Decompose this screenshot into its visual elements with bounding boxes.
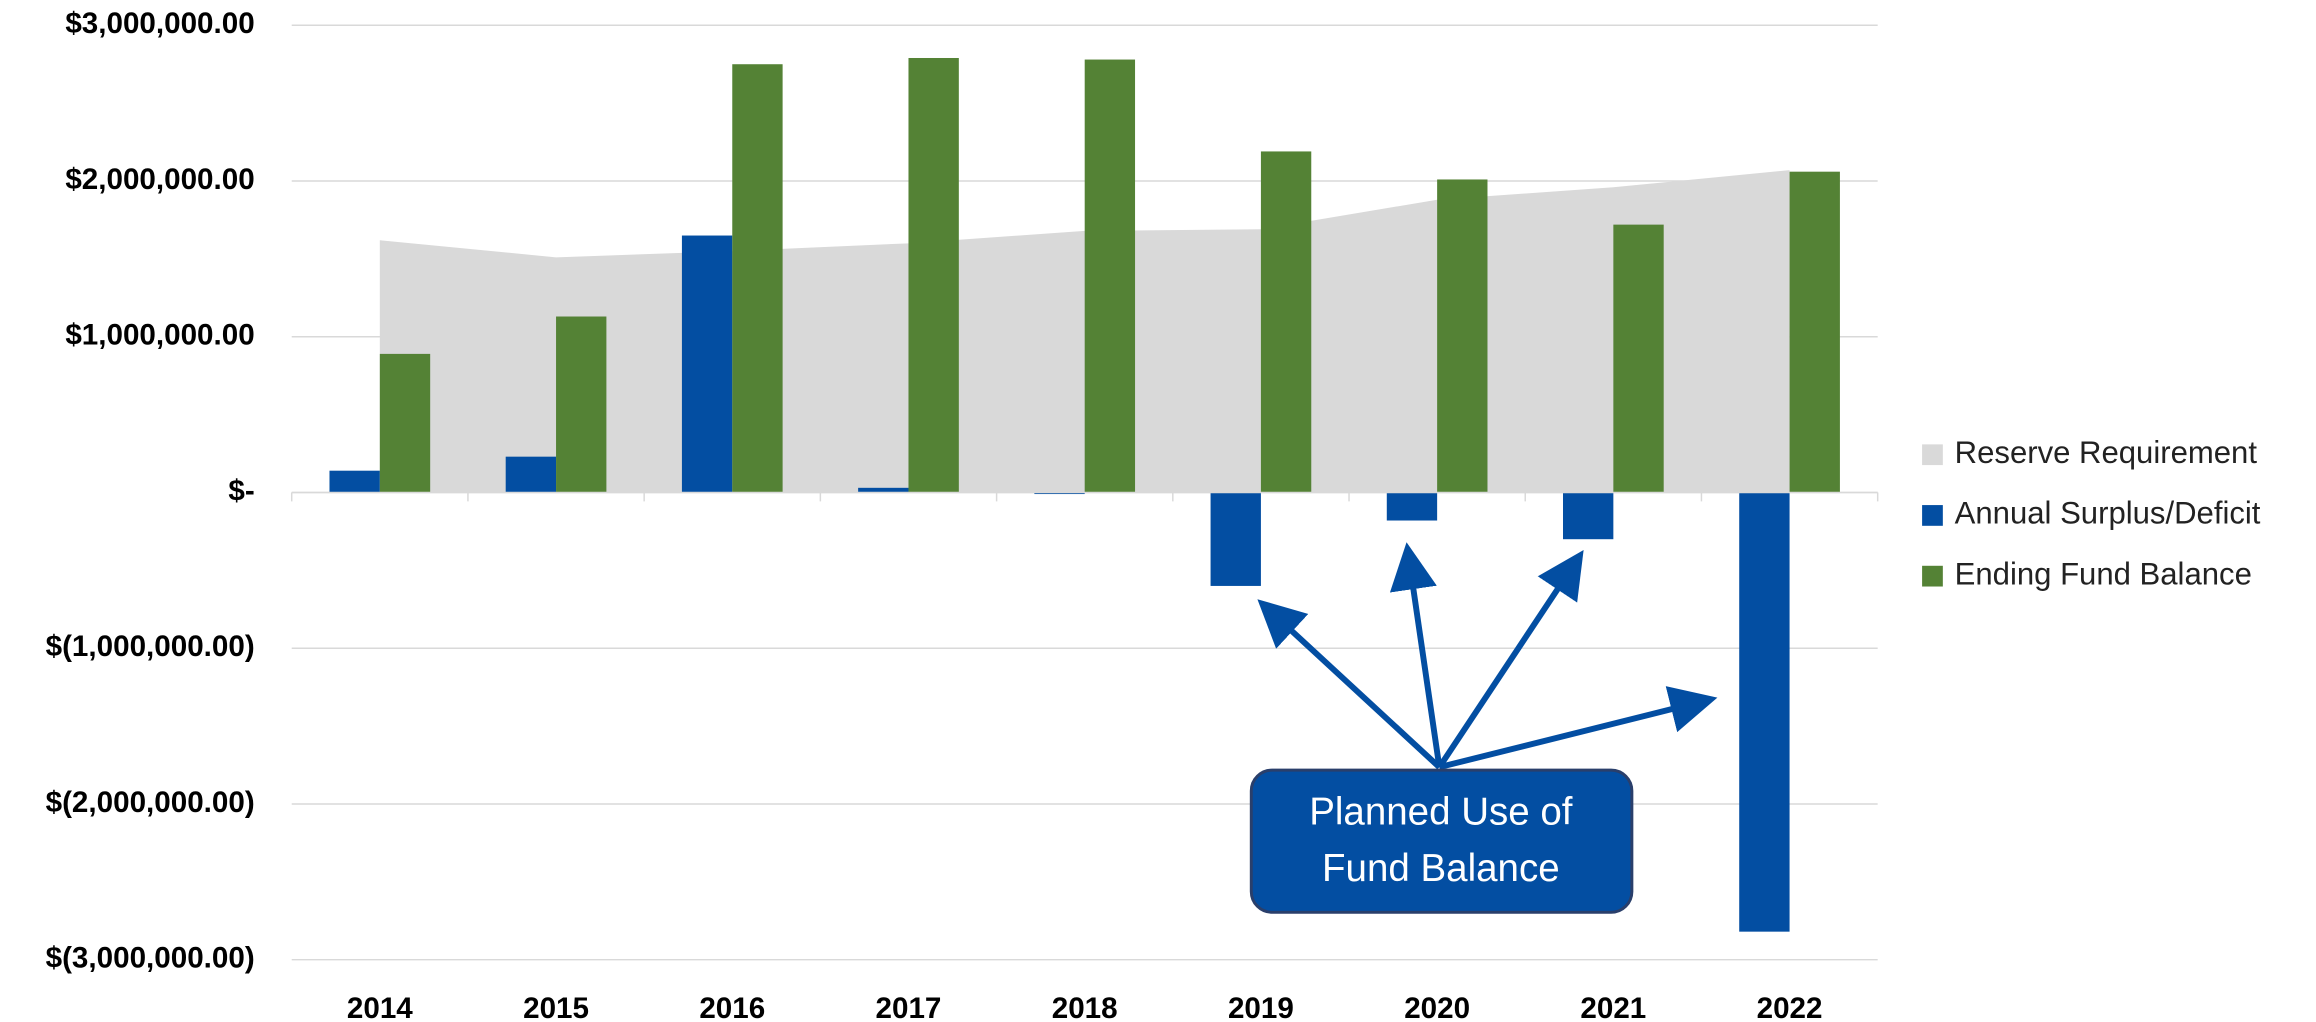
- x-tick-label: 2019: [1228, 992, 1294, 1022]
- bar: [556, 316, 607, 493]
- x-tick-label: 2021: [1580, 992, 1646, 1022]
- x-tick-label: 2017: [876, 992, 942, 1022]
- x-tick-label: 2016: [699, 992, 765, 1022]
- x-tick-label: 2022: [1757, 992, 1823, 1022]
- bar: [379, 353, 431, 493]
- annotation-box: [1249, 768, 1634, 914]
- annotation-text: Fund Balance: [1322, 847, 1560, 890]
- bar: [1210, 492, 1261, 586]
- legend-swatch: [1922, 444, 1943, 466]
- y-tick-label: $1,000,000.00: [65, 319, 254, 352]
- arrow: [1436, 549, 1584, 769]
- legend-label: Reserve Requirement: [1955, 435, 2258, 470]
- bar: [732, 64, 783, 493]
- y-tick-label: $-: [228, 474, 254, 507]
- x-tick-label: 2020: [1404, 992, 1470, 1022]
- legend-swatch: [1922, 505, 1943, 526]
- bar: [681, 235, 733, 493]
- bar: [1789, 171, 1840, 493]
- bar: [908, 57, 959, 493]
- bar: [1437, 179, 1488, 493]
- y-tick-label: $3,000,000.00: [65, 7, 254, 40]
- bar: [1034, 492, 1085, 495]
- arrow: [1257, 599, 1442, 770]
- bar: [1563, 492, 1614, 540]
- arrow: [1438, 686, 1718, 771]
- x-tick-label: 2015: [523, 992, 589, 1022]
- y-tick-label: $2,000,000.00: [65, 163, 254, 196]
- bar: [1739, 492, 1790, 932]
- annotation-text: Planned Use of: [1309, 791, 1573, 834]
- bar: [505, 456, 557, 493]
- bar: [1386, 492, 1438, 521]
- bar: [1084, 59, 1136, 493]
- x-tick-label: 2018: [1052, 992, 1118, 1022]
- y-tick-label: $(3,000,000.00): [46, 942, 255, 975]
- y-tick-label: $(1,000,000.00): [46, 630, 255, 663]
- x-tick-label: 2014: [347, 992, 413, 1022]
- marks: [290, 57, 1879, 932]
- y-tick-label: $(2,000,000.00): [46, 786, 255, 819]
- bar: [858, 487, 909, 493]
- legend-label: Ending Fund Balance: [1955, 556, 2252, 591]
- legend-label: Annual Surplus/Deficit: [1955, 496, 2261, 531]
- bar: [1260, 151, 1312, 493]
- annotation-arrows: [1257, 542, 1718, 771]
- bar: [1613, 224, 1664, 493]
- bar: [329, 470, 380, 493]
- legend-swatch: [1922, 565, 1943, 587]
- arrow: [1389, 542, 1443, 768]
